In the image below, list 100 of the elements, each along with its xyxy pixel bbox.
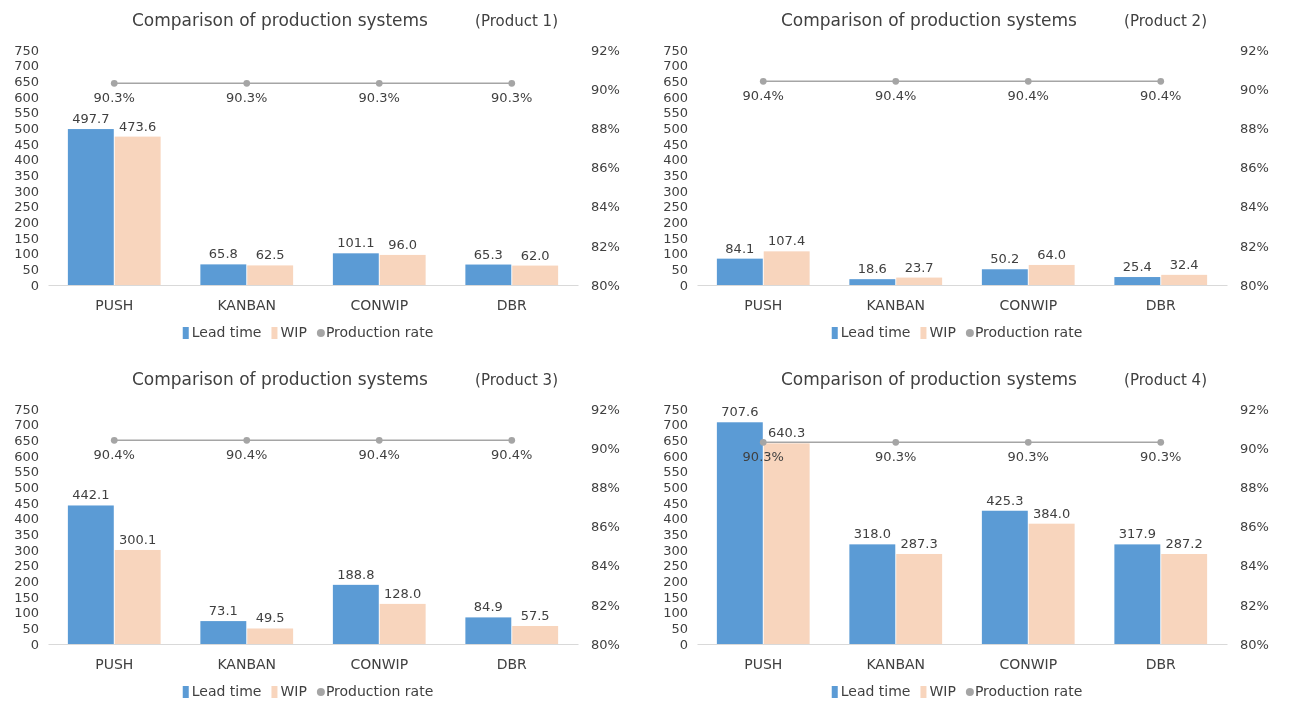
x-tick-label: KANBAN	[217, 297, 277, 314]
y-tick-label: 150	[14, 230, 39, 246]
bar	[332, 584, 379, 644]
y-tick-label: 350	[663, 526, 688, 542]
data-label: 90.4%	[226, 447, 268, 463]
data-label: 90.4%	[491, 447, 533, 463]
data-label: 32.4	[1169, 256, 1199, 272]
chart-title: Comparison of production systems	[781, 369, 1078, 389]
legend-label: Production rate	[974, 683, 1083, 699]
y2-tick-label: 84%	[1240, 199, 1269, 215]
y-tick-label: 50	[671, 261, 688, 277]
data-label: 90.4%	[93, 447, 135, 463]
data-label: 188.8	[337, 566, 375, 582]
legend-label: Production rate	[325, 683, 434, 699]
y-tick-label: 700	[663, 58, 688, 74]
y-tick-label: 200	[663, 214, 688, 230]
data-label: 90.3%	[1140, 449, 1182, 465]
chart-title: Comparison of production systems	[132, 10, 429, 30]
legend-label: Production rate	[974, 324, 1083, 340]
bar	[981, 269, 1028, 285]
x-tick-label: CONWIP	[999, 656, 1058, 673]
y-tick-label: 500	[14, 120, 39, 136]
y-tick-label: 400	[663, 152, 688, 168]
data-label: 287.3	[900, 535, 938, 551]
data-label: 64.0	[1037, 246, 1067, 262]
bar	[379, 603, 426, 644]
y2-tick-label: 82%	[591, 238, 620, 254]
y-tick-label: 50	[22, 261, 39, 277]
y-tick-label: 200	[14, 573, 39, 589]
y2-tick-label: 84%	[1240, 558, 1269, 574]
chart-title: Comparison of production systems	[132, 369, 429, 389]
y-tick-label: 350	[14, 526, 39, 542]
bar	[114, 549, 161, 644]
y2-tick-label: 80%	[591, 636, 620, 652]
data-label: 317.9	[1118, 526, 1156, 542]
y-tick-label: 150	[663, 230, 688, 246]
y-tick-label: 450	[663, 136, 688, 152]
y-tick-label: 450	[14, 136, 39, 152]
y2-tick-label: 82%	[591, 597, 620, 613]
bar	[332, 253, 379, 285]
bar	[1161, 554, 1208, 644]
y-tick-label: 50	[671, 620, 688, 636]
y2-tick-label: 86%	[591, 160, 620, 176]
data-label: 287.2	[1165, 536, 1203, 552]
legend-label: WIP	[929, 324, 956, 340]
chart-subtitle: (Product 1)	[475, 12, 558, 30]
data-label: 318.0	[853, 526, 891, 542]
bar	[1028, 264, 1075, 285]
bar	[849, 279, 896, 285]
bar	[465, 617, 512, 644]
y-tick-label: 0	[30, 277, 39, 293]
x-tick-label: KANBAN	[217, 656, 277, 673]
y-tick-label: 100	[663, 605, 688, 621]
data-label: 90.4%	[1007, 88, 1049, 104]
y-tick-label: 500	[14, 479, 39, 495]
y2-tick-label: 90%	[1240, 440, 1269, 456]
x-tick-label: PUSH	[95, 297, 134, 314]
y-tick-label: 150	[14, 589, 39, 605]
data-label: 25.4	[1122, 259, 1152, 275]
bar	[512, 625, 559, 644]
y-tick-label: 300	[14, 542, 39, 558]
y2-tick-label: 82%	[1240, 238, 1269, 254]
data-label: 90.3%	[358, 90, 400, 106]
y-tick-label: 250	[663, 558, 688, 574]
y-tick-label: 550	[663, 105, 688, 121]
y-tick-label: 550	[663, 464, 688, 480]
data-label: 90.3%	[1007, 449, 1049, 465]
y-tick-label: 300	[663, 542, 688, 558]
data-label: 90.4%	[1140, 88, 1182, 104]
bar	[1114, 544, 1161, 644]
y2-tick-label: 90%	[1240, 81, 1269, 97]
y2-tick-label: 86%	[1240, 160, 1269, 176]
y-tick-label: 600	[14, 448, 39, 464]
chart-subtitle: (Product 2)	[1124, 12, 1207, 30]
x-tick-label: DBR	[496, 297, 528, 314]
bar	[763, 251, 810, 285]
x-tick-label: CONWIP	[350, 656, 409, 673]
chart-title: Comparison of production systems	[781, 10, 1078, 30]
data-label: 128.0	[384, 585, 422, 601]
y-tick-label: 500	[663, 120, 688, 136]
data-label: 107.4	[768, 233, 806, 249]
y-tick-label: 650	[663, 432, 688, 448]
y-tick-label: 100	[663, 246, 688, 262]
y2-tick-label: 88%	[1240, 479, 1269, 495]
bar	[896, 277, 943, 285]
bar	[465, 264, 512, 285]
data-label: 57.5	[520, 607, 550, 623]
y-tick-label: 600	[663, 448, 688, 464]
legend-label: Lead time	[840, 324, 911, 340]
x-tick-label: DBR	[1145, 297, 1177, 314]
y-tick-label: 750	[663, 401, 688, 417]
bar	[849, 544, 896, 644]
y2-tick-label: 92%	[1240, 42, 1269, 58]
x-tick-label: DBR	[1145, 656, 1177, 673]
y-tick-label: 650	[14, 432, 39, 448]
y-tick-label: 600	[14, 89, 39, 105]
data-label: 65.3	[473, 246, 503, 262]
y-tick-label: 350	[663, 167, 688, 183]
bar	[114, 136, 161, 285]
y-tick-label: 600	[663, 89, 688, 105]
